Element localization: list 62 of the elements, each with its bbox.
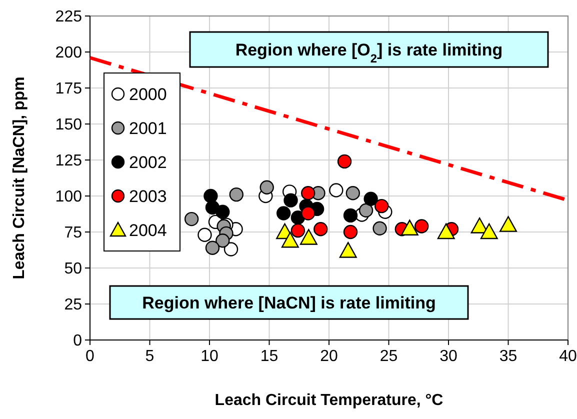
y-tick-label: 0	[73, 332, 82, 350]
x-tick-label: 5	[145, 348, 154, 365]
y-tick-label: 100	[55, 188, 82, 206]
y-tick-label: 75	[64, 224, 82, 242]
note-box: Region where [O$_{2}$] is rate limiting	[189, 31, 549, 68]
point	[372, 221, 387, 236]
point	[343, 224, 358, 240]
point	[300, 206, 316, 220]
legend-label: 2003	[129, 187, 167, 206]
y-tick-label: 225	[55, 8, 82, 26]
point	[184, 212, 199, 226]
y-tick-label: 25	[64, 296, 82, 314]
point	[339, 242, 357, 258]
note-box: Region where [NaCN] is rate limiting	[109, 285, 469, 320]
x-tick-label: 10	[200, 348, 218, 365]
legend-label: 2002	[129, 153, 167, 172]
point	[204, 188, 218, 204]
point	[216, 204, 230, 219]
x-tick-label: 30	[440, 348, 458, 365]
point	[374, 198, 389, 214]
x-tick-label: 0	[86, 348, 95, 365]
point	[400, 220, 418, 236]
point	[329, 183, 344, 198]
y-tick-label: 50	[64, 260, 82, 278]
point	[314, 222, 328, 236]
y-tick-label: 175	[55, 80, 82, 98]
x-tick-label: 35	[499, 348, 518, 365]
y-axis-title: Leach Circuit [NaCN], ppm	[11, 76, 28, 280]
point	[480, 223, 498, 240]
point	[198, 228, 212, 242]
point	[358, 203, 374, 218]
x-axis-title: Leach Circuit Temperature, °C	[214, 392, 444, 409]
y-tick-label: 125	[55, 152, 82, 170]
point	[284, 193, 298, 208]
point	[343, 208, 358, 223]
x-tick-label: 40	[559, 348, 577, 365]
point	[224, 242, 238, 256]
point	[500, 216, 517, 232]
point	[414, 219, 429, 234]
point	[276, 206, 291, 220]
point	[281, 232, 299, 248]
point	[437, 223, 455, 240]
point	[229, 187, 244, 202]
x-tick-label: 20	[320, 348, 338, 365]
y-tick-label: 200	[55, 44, 82, 62]
annotation: Region where [O$_{2}$] is rate limiting	[235, 40, 503, 66]
legend-label: 2001	[129, 119, 167, 138]
point	[300, 186, 316, 200]
point	[205, 240, 220, 255]
legend-label: 2000	[129, 85, 167, 104]
point	[346, 186, 360, 200]
point	[260, 180, 274, 194]
x-tick-label: 25	[380, 348, 398, 365]
point	[290, 223, 306, 238]
point	[364, 192, 378, 206]
point	[300, 229, 318, 245]
legend-label: 2004	[129, 221, 167, 240]
y-tick-label: 150	[55, 116, 82, 134]
point	[216, 234, 230, 248]
x-tick-label: 15	[260, 348, 278, 365]
point	[337, 154, 352, 169]
annotation: Region where [NaCN] is rate limiting	[142, 294, 436, 312]
